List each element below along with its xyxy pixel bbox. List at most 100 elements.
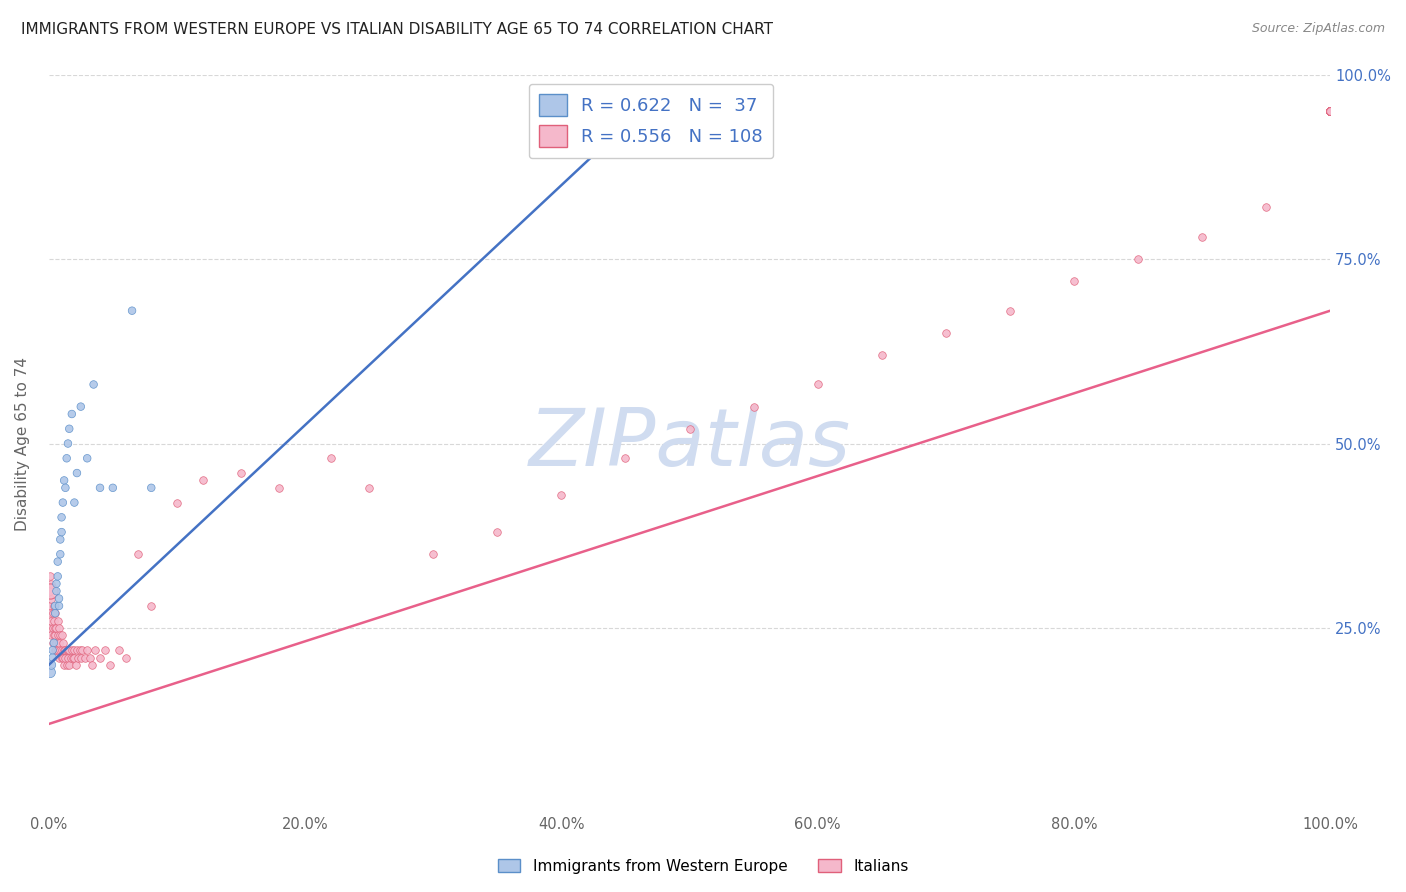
Point: [46, 614, 69, 628]
Point: [56, 650, 79, 665]
Point: [63, 495, 86, 509]
Point: [46, 569, 69, 583]
Point: [1319, 104, 1341, 119]
Point: [1191, 230, 1213, 244]
Point: [39, 591, 62, 606]
Point: [1063, 274, 1085, 288]
Point: [141, 481, 163, 495]
Point: [65, 657, 87, 672]
Point: [53, 657, 76, 672]
Point: [1319, 104, 1341, 119]
Point: [48, 650, 70, 665]
Point: [870, 348, 893, 362]
Point: [44, 599, 66, 613]
Point: [44, 621, 66, 635]
Point: [66, 466, 89, 480]
Point: [94, 643, 117, 657]
Point: [49, 643, 72, 657]
Point: [39, 599, 62, 613]
Point: [46, 555, 69, 569]
Point: [39, 569, 62, 583]
Point: [60, 407, 83, 421]
Point: [55, 650, 77, 665]
Point: [127, 547, 149, 561]
Point: [69, 643, 91, 657]
Point: [58, 657, 80, 672]
Point: [98, 657, 121, 672]
Legend: R = 0.622   N =  37, R = 0.556   N = 108: R = 0.622 N = 37, R = 0.556 N = 108: [529, 84, 773, 158]
Point: [1126, 252, 1149, 266]
Point: [89, 481, 111, 495]
Point: [42, 628, 65, 642]
Point: [108, 643, 131, 657]
Y-axis label: Disability Age 65 to 74: Disability Age 65 to 74: [15, 357, 30, 531]
Point: [55, 643, 77, 657]
Point: [114, 650, 136, 665]
Point: [48, 599, 70, 613]
Point: [39, 576, 62, 591]
Point: [229, 466, 252, 480]
Point: [44, 607, 66, 621]
Point: [44, 628, 66, 642]
Point: [1319, 104, 1341, 119]
Point: [55, 451, 77, 466]
Point: [45, 621, 67, 635]
Point: [935, 326, 957, 340]
Point: [45, 576, 67, 591]
Text: IMMIGRANTS FROM WESTERN EUROPE VS ITALIAN DISABILITY AGE 65 TO 74 CORRELATION CH: IMMIGRANTS FROM WESTERN EUROPE VS ITALIA…: [21, 22, 773, 37]
Point: [49, 533, 72, 547]
Point: [51, 525, 73, 540]
Point: [53, 643, 76, 657]
Point: [998, 303, 1021, 318]
Point: [1256, 200, 1278, 214]
Point: [1319, 104, 1341, 119]
Point: [359, 481, 381, 495]
Point: [1319, 104, 1341, 119]
Point: [73, 650, 96, 665]
Point: [58, 422, 80, 436]
Point: [59, 650, 82, 665]
Point: [52, 650, 75, 665]
Point: [42, 599, 65, 613]
Point: [1319, 104, 1341, 119]
Text: Source: ZipAtlas.com: Source: ZipAtlas.com: [1251, 22, 1385, 36]
Point: [742, 400, 765, 414]
Point: [69, 650, 91, 665]
Point: [550, 488, 572, 502]
Point: [48, 636, 70, 650]
Point: [1319, 104, 1341, 119]
Point: [63, 650, 86, 665]
Point: [62, 650, 84, 665]
Point: [66, 643, 89, 657]
Point: [319, 451, 342, 466]
Point: [121, 303, 143, 318]
Point: [39, 665, 62, 680]
Point: [70, 643, 93, 657]
Point: [1319, 104, 1341, 119]
Point: [41, 607, 63, 621]
Point: [1319, 104, 1341, 119]
Point: [55, 481, 77, 495]
Point: [269, 481, 291, 495]
Point: [83, 643, 105, 657]
Point: [45, 584, 67, 599]
Point: [76, 451, 98, 466]
Point: [44, 607, 66, 621]
Point: [1319, 104, 1341, 119]
Point: [52, 636, 75, 650]
Point: [39, 628, 62, 642]
Point: [166, 495, 188, 509]
Point: [52, 495, 75, 509]
Point: [39, 614, 62, 628]
Point: [141, 599, 163, 613]
Point: [422, 547, 444, 561]
Point: [614, 451, 637, 466]
Point: [53, 474, 76, 488]
Point: [807, 377, 830, 392]
Point: [58, 643, 80, 657]
Point: [1319, 104, 1341, 119]
Point: [79, 650, 101, 665]
Point: [82, 657, 104, 672]
Point: [46, 643, 69, 657]
Point: [48, 591, 70, 606]
